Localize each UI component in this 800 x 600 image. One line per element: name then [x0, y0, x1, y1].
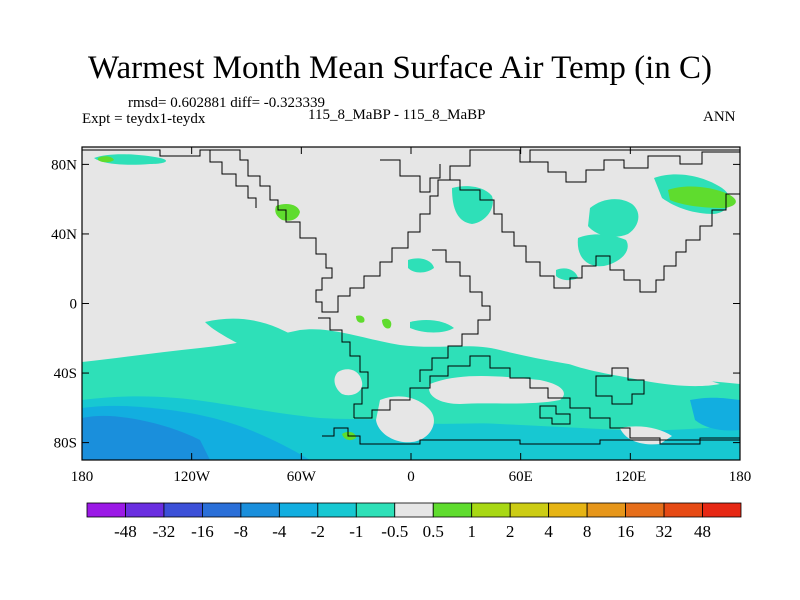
coastline-eurasia-north [530, 151, 740, 183]
field-region-green-north-america [275, 204, 300, 221]
x-tick-label: 180 [729, 469, 752, 485]
field-region-green-pacific-1 [356, 315, 365, 323]
colorbar-swatch [240, 502, 280, 518]
x-tick-label: 120W [173, 469, 211, 485]
x-axis: 180 120W 60W 0 60E 120E 180 [71, 147, 752, 485]
field-region-gray-patch-1 [334, 369, 363, 396]
x-tick-label: 60W [287, 469, 317, 485]
colorbar-label: 8 [583, 522, 592, 541]
field-region-arctic-west [94, 154, 166, 165]
field-region-atlantic [410, 320, 454, 333]
plot-title: Warmest Month Mean Surface Air Temp (in … [87, 50, 713, 86]
field-region-deep-blue [82, 415, 210, 460]
field-region-arabia [556, 268, 578, 281]
coastline-southern-landmass [354, 355, 740, 445]
colorbar-label: -16 [191, 522, 214, 541]
colorbar-swatch [163, 502, 203, 518]
field-region-siberia [588, 199, 639, 237]
colorbar-swatch [355, 502, 396, 518]
x-tick-label: 0 [407, 469, 415, 485]
colorbar-label: -48 [114, 522, 137, 541]
colorbar-swatch [663, 502, 703, 518]
colorbar-label: 1 [467, 522, 476, 541]
colorbar-label: -8 [234, 522, 248, 541]
colorbar-label: -0.5 [381, 522, 408, 541]
colorbar-swatch [202, 502, 242, 518]
colorbar-swatch [586, 502, 626, 518]
colorbar-label: 48 [694, 522, 711, 541]
colorbar-label: -1 [349, 522, 363, 541]
colorbar-label: 4 [544, 522, 553, 541]
y-tick-label: 80S [54, 436, 77, 452]
colorbar-swatch [509, 502, 550, 518]
colorbar-swatch [317, 502, 357, 518]
coastline-australia [595, 367, 645, 405]
colorbar-label: 16 [617, 522, 634, 541]
field-region-green-pacific-2 [382, 318, 392, 329]
colorbar-swatch [278, 502, 319, 518]
field-region-north-africa [408, 258, 434, 273]
y-axis: 80N 40N 0 40S 80S [51, 157, 740, 452]
coastline-eurasia [440, 179, 740, 293]
coastline-north-america-inner [209, 150, 257, 208]
colorbar-label: -32 [153, 522, 176, 541]
field-region-central-asia [577, 234, 628, 267]
colorbar-label: -4 [272, 522, 287, 541]
coastline-south-america [318, 317, 369, 418]
coastline-layer [82, 149, 740, 445]
subtitle: 115_8_MaBP - 115_8_MaBP [308, 107, 486, 123]
coastline-island-south [539, 405, 571, 425]
colorbar-label: 32 [656, 522, 673, 541]
field-region-green-arctic [98, 156, 114, 163]
colorbar-swatch [548, 502, 588, 518]
x-tick-label: 60E [509, 469, 533, 485]
y-tick-label: 80N [51, 157, 77, 173]
colorbar-label: 0.5 [423, 522, 444, 541]
colorbar-swatch [471, 502, 511, 518]
y-tick-label: 40S [54, 366, 77, 382]
coastline-africa [419, 249, 491, 382]
colorbar-swatch [702, 502, 742, 518]
period-label: ANN [703, 109, 736, 125]
coastline-greenland [380, 159, 441, 193]
colorbar-swatch [394, 502, 434, 518]
colorbar-label: -2 [311, 522, 325, 541]
field-region-blue-band-east [690, 397, 740, 431]
coastline-north-america [82, 149, 740, 313]
y-tick-label: 0 [70, 297, 78, 313]
x-tick-label: 180 [71, 469, 94, 485]
field-region-green-east-asia [668, 186, 736, 208]
field-region-europe [452, 186, 493, 224]
coastline-antarctica [322, 427, 740, 445]
colorbar-swatch [432, 502, 473, 518]
experiment-label: Expt = teydx1-teydx [82, 111, 206, 127]
colorbar: -48 -32 -16 -8 -4 -2 -1 -0.5 0.5 1 2 4 8 16 32 48 [86, 502, 742, 541]
stats-line: rmsd= 0.602881 diff= -0.323339 [128, 95, 326, 111]
field-region-gray-patch-5 [560, 356, 720, 387]
colorbar-swatch [125, 502, 165, 518]
colorbar-swatch [625, 502, 665, 518]
field-region-pacific [205, 318, 338, 372]
colorbar-label: 2 [506, 522, 515, 541]
y-tick-label: 40N [51, 227, 77, 243]
colorbar-swatch [86, 502, 126, 518]
x-tick-label: 120E [614, 469, 646, 485]
